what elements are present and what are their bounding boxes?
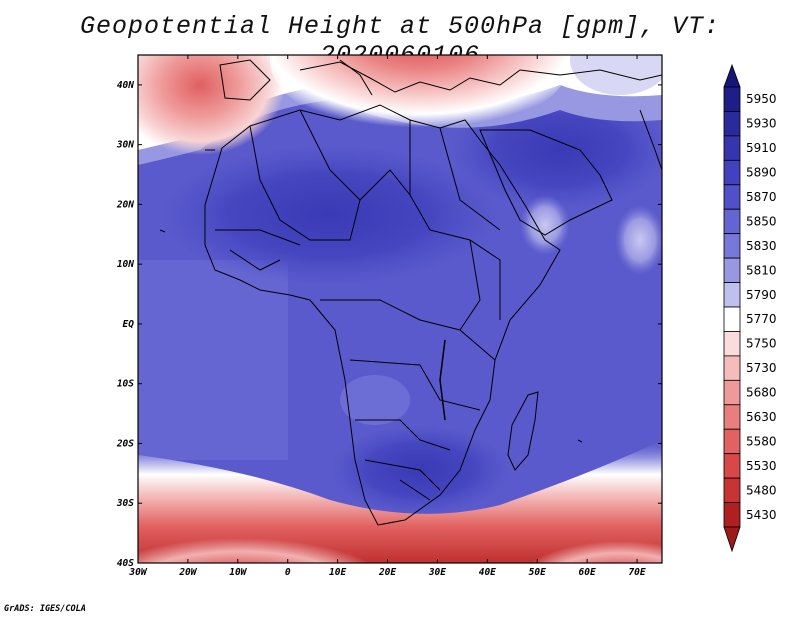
y-tick-label: 20S <box>116 438 134 449</box>
colorbar-label: 5770 <box>746 312 777 326</box>
x-tick-label: 40E <box>479 567 496 578</box>
y-tick-label: 40N <box>117 80 134 91</box>
x-tick-label: 20E <box>378 567 396 578</box>
credit-text: GrADS: IGES/COLA <box>4 604 86 614</box>
y-tick-label: 30S <box>116 498 134 509</box>
colorbar-label: 5530 <box>746 459 777 473</box>
y-tick-label: 10S <box>117 379 134 390</box>
colorbar-swatch <box>723 477 741 503</box>
x-tick-label: 20W <box>178 567 197 578</box>
colorbar-label: 5950 <box>746 92 777 106</box>
colorbar-label: 5750 <box>746 337 777 351</box>
colorbar-swatch <box>723 331 741 357</box>
colorbar-swatch <box>723 502 741 528</box>
colorbar-label: 5930 <box>746 117 777 131</box>
colorbar-swatch <box>723 257 741 283</box>
colorbar-label: 5830 <box>746 239 777 253</box>
x-tick-label: 60E <box>579 567 596 578</box>
colorbar-label: 5810 <box>746 263 777 277</box>
x-tick-label: 50E <box>529 567 546 578</box>
colorbar-label: 5730 <box>746 361 777 375</box>
colorbar-swatch <box>723 282 741 308</box>
colorbar-swatch <box>723 453 741 479</box>
colorbar-swatch <box>723 184 741 210</box>
y-tick-label: EQ <box>123 319 135 330</box>
colorbar-swatch <box>723 306 741 332</box>
colorbar-label: 5630 <box>746 410 777 424</box>
colorbar-label: 5480 <box>746 483 777 497</box>
x-axis: 30W 20W 10W 0 10E 20E 30E 40E 50E 60E 70E <box>128 55 646 578</box>
colorbar-swatch <box>723 111 741 137</box>
x-tick-label: 30E <box>428 567 446 578</box>
height-field <box>138 55 662 563</box>
x-tick-label: 10E <box>329 567 346 578</box>
colorbar-top-arrow <box>723 63 741 88</box>
colorbar-label: 5790 <box>746 288 777 302</box>
colorbar-label: 5430 <box>746 508 777 522</box>
x-tick-label: 0 <box>285 567 291 578</box>
y-tick-label: 20N <box>116 199 134 210</box>
colorbar-swatch <box>723 428 741 455</box>
colorbar-label: 5680 <box>746 386 777 400</box>
x-tick-label: 70E <box>628 567 645 578</box>
colorbar-label: 5580 <box>746 434 777 448</box>
colorbar-swatch <box>723 86 741 112</box>
y-tick-label: 40S <box>117 558 134 569</box>
plot-frame <box>137 54 663 564</box>
colorbar-label: 5850 <box>746 214 777 228</box>
colorbar-swatch <box>723 355 741 381</box>
y-tick-label: 10N <box>117 259 134 270</box>
colorbar-label: 5890 <box>746 166 777 180</box>
colorbar-swatch <box>723 208 741 235</box>
coastlines <box>159 59 662 526</box>
colorbar-bottom-arrow <box>723 526 741 553</box>
colorbar-label: 5910 <box>746 141 777 155</box>
colorbar-swatch <box>723 404 741 430</box>
colorbar-label: 5870 <box>746 190 777 204</box>
y-axis: 40N 30N 20N 10N EQ 10S 20S 30S 40S <box>116 80 662 569</box>
x-tick-label: 30W <box>128 567 147 578</box>
colorbar-swatch <box>723 233 741 259</box>
y-tick-label: 30N <box>116 140 134 151</box>
x-tick-label: 10W <box>229 567 247 578</box>
colorbar-swatch <box>723 135 741 161</box>
colorbar-swatch <box>723 379 741 406</box>
colorbar: 5950 5930 5910 5890 5870 5850 5830 5810 5790 5770… <box>723 63 777 553</box>
colorbar-swatch <box>723 159 741 186</box>
